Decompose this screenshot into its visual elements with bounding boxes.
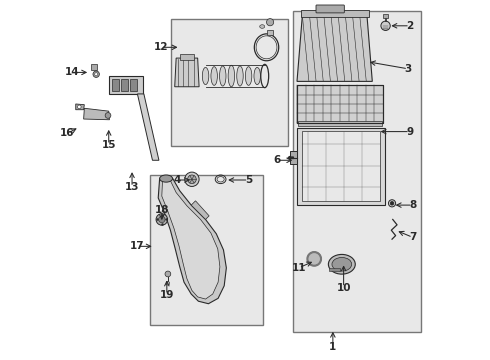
- Bar: [329, 267, 340, 271]
- Text: 7: 7: [409, 232, 416, 242]
- Text: 1: 1: [329, 342, 337, 352]
- Text: 4: 4: [173, 175, 180, 185]
- Circle shape: [159, 216, 165, 223]
- Circle shape: [105, 113, 111, 118]
- Bar: [267, 30, 273, 35]
- Text: 14: 14: [65, 67, 79, 77]
- Ellipse shape: [160, 175, 172, 182]
- Circle shape: [156, 214, 168, 225]
- Text: 13: 13: [125, 182, 139, 192]
- Bar: [130, 79, 137, 91]
- Ellipse shape: [328, 255, 355, 274]
- Text: 10: 10: [336, 283, 351, 293]
- Circle shape: [381, 21, 390, 31]
- Circle shape: [185, 172, 199, 186]
- Bar: [297, 85, 383, 123]
- Polygon shape: [84, 108, 109, 120]
- Bar: [302, 131, 380, 201]
- Circle shape: [95, 73, 98, 76]
- Text: 5: 5: [245, 175, 252, 185]
- Text: 9: 9: [406, 127, 414, 136]
- Circle shape: [93, 71, 99, 77]
- Ellipse shape: [260, 25, 265, 28]
- Text: 12: 12: [153, 42, 168, 52]
- Ellipse shape: [220, 66, 226, 86]
- Polygon shape: [297, 15, 372, 81]
- Ellipse shape: [332, 257, 352, 271]
- FancyBboxPatch shape: [316, 5, 344, 13]
- Bar: [172, 19, 288, 146]
- Ellipse shape: [237, 66, 243, 86]
- Circle shape: [188, 175, 196, 184]
- Circle shape: [166, 282, 170, 285]
- Polygon shape: [158, 178, 226, 304]
- Text: 2: 2: [406, 21, 414, 31]
- Text: 3: 3: [405, 64, 412, 74]
- Text: 6: 6: [273, 155, 281, 165]
- Text: 16: 16: [60, 129, 75, 138]
- Circle shape: [389, 200, 395, 207]
- Ellipse shape: [245, 67, 252, 85]
- Bar: [298, 121, 382, 126]
- Ellipse shape: [307, 252, 321, 266]
- Polygon shape: [175, 58, 199, 87]
- Bar: [150, 175, 263, 325]
- Text: 17: 17: [129, 241, 144, 251]
- Bar: [297, 85, 383, 123]
- Bar: [112, 79, 119, 91]
- Bar: [180, 54, 194, 59]
- Text: 11: 11: [292, 263, 306, 273]
- Ellipse shape: [211, 67, 218, 85]
- Polygon shape: [137, 94, 159, 160]
- Text: 18: 18: [154, 206, 169, 216]
- Text: 15: 15: [101, 140, 116, 150]
- Ellipse shape: [228, 65, 235, 87]
- Bar: [91, 64, 97, 69]
- FancyArrow shape: [288, 156, 294, 159]
- Bar: [297, 128, 385, 205]
- Text: 19: 19: [160, 290, 174, 300]
- Polygon shape: [76, 104, 84, 110]
- Polygon shape: [109, 76, 143, 94]
- Polygon shape: [162, 181, 220, 299]
- Circle shape: [267, 19, 274, 26]
- Bar: [290, 151, 297, 164]
- Bar: [383, 14, 388, 18]
- Ellipse shape: [202, 67, 209, 85]
- Circle shape: [165, 271, 171, 277]
- Ellipse shape: [254, 67, 260, 85]
- Bar: [294, 12, 421, 332]
- FancyBboxPatch shape: [300, 10, 368, 17]
- Bar: [122, 79, 128, 91]
- Circle shape: [390, 202, 394, 205]
- Circle shape: [77, 105, 81, 109]
- Text: 8: 8: [409, 200, 416, 210]
- Polygon shape: [191, 201, 209, 220]
